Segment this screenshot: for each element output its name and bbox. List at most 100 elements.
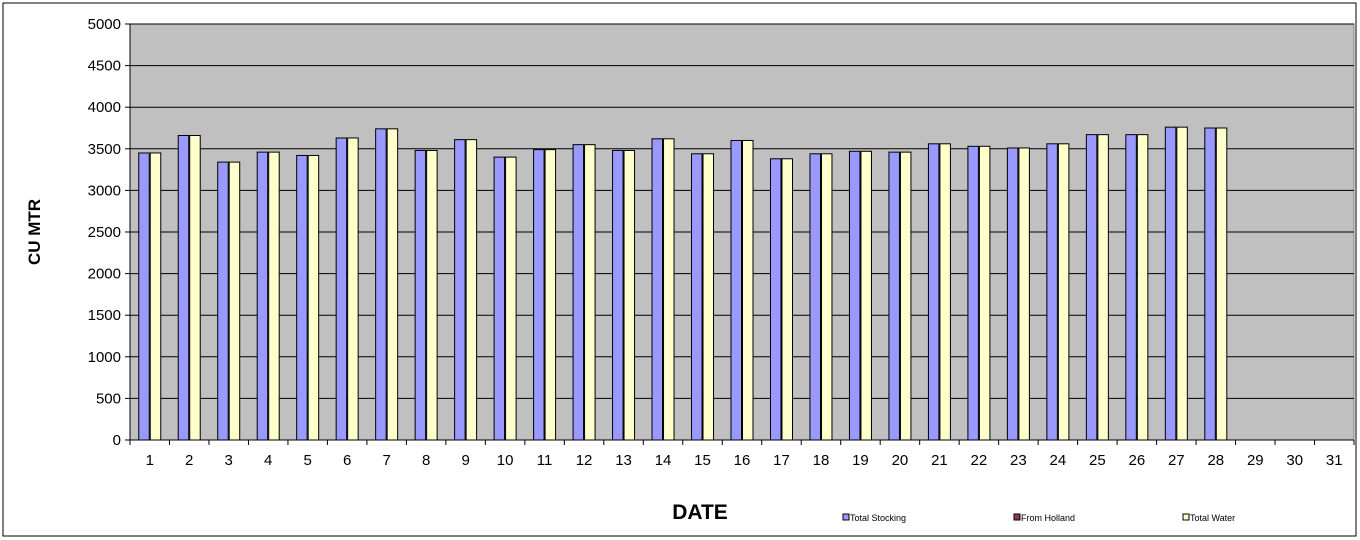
bar-total-stocking bbox=[651, 138, 664, 441]
x-tick-label: 16 bbox=[734, 452, 751, 469]
x-tick-label: 7 bbox=[382, 452, 390, 469]
y-tick-label: 5000 bbox=[88, 16, 121, 33]
x-tick-label: 5 bbox=[304, 452, 312, 469]
bar-total-water bbox=[465, 139, 478, 441]
bar-total-water bbox=[663, 138, 675, 441]
bar-total-water bbox=[386, 128, 399, 441]
bar-total-stocking bbox=[572, 144, 585, 441]
legend-swatch bbox=[1013, 513, 1021, 521]
y-tick-labels: 0 500 1000 1500 2000 2500 3000 3500 4000 4500 5000 bbox=[88, 16, 121, 449]
bar-total-stocking bbox=[1164, 126, 1177, 441]
legend-swatch bbox=[842, 513, 850, 521]
bar-total-stocking bbox=[769, 158, 782, 441]
x-tick-label: 8 bbox=[422, 452, 430, 469]
x-tick-label: 29 bbox=[1247, 452, 1264, 469]
x-tick-label: 1 bbox=[146, 452, 154, 469]
x-tick-label: 11 bbox=[537, 452, 553, 469]
bar-total-stocking bbox=[217, 161, 229, 441]
bar-total-stocking bbox=[1204, 127, 1216, 441]
x-tick-label: 13 bbox=[615, 452, 632, 469]
bar-total-stocking bbox=[375, 128, 387, 441]
bar-total-water bbox=[1215, 127, 1228, 441]
bar-total-stocking bbox=[848, 150, 861, 441]
x-tick-labels: 1 2 3 4 5 6 7 8 9 10 11 12 13 14 15 16 17 18 19 20 21 22 23 24 2… bbox=[146, 452, 1343, 469]
bar-total-water bbox=[426, 149, 438, 441]
bar-total-water bbox=[1097, 134, 1109, 441]
x-tick-label: 30 bbox=[1286, 452, 1303, 469]
bar-total-stocking bbox=[809, 153, 821, 441]
bar-total-stocking bbox=[335, 137, 348, 441]
x-tick-label: 10 bbox=[497, 452, 514, 469]
legend-item: Total Water bbox=[1182, 513, 1235, 523]
x-tick-label: 19 bbox=[852, 452, 869, 469]
bar-total-stocking bbox=[888, 151, 900, 441]
x-tick-label: 18 bbox=[813, 452, 830, 469]
bar-total-water bbox=[781, 158, 793, 441]
bar-total-stocking bbox=[967, 145, 979, 441]
x-tick-label: 25 bbox=[1089, 452, 1106, 469]
x-tick-label: 17 bbox=[773, 452, 790, 469]
bar-total-stocking bbox=[1006, 147, 1019, 441]
y-axis-title: CU MTR bbox=[25, 199, 44, 265]
x-tick-label: 31 bbox=[1326, 452, 1343, 469]
bar-total-stocking bbox=[493, 156, 506, 441]
bar-total-water bbox=[268, 151, 280, 441]
x-tick-label: 26 bbox=[1128, 452, 1145, 469]
x-tick-label: 12 bbox=[576, 452, 593, 469]
bar-total-water bbox=[702, 153, 715, 441]
legend-item: From Holland bbox=[1013, 513, 1075, 523]
x-tick-label: 22 bbox=[971, 452, 988, 469]
legend-swatch bbox=[1182, 513, 1190, 521]
bar-total-stocking bbox=[296, 154, 308, 441]
x-tick-label: 6 bbox=[343, 452, 351, 469]
x-tick-label: 3 bbox=[225, 452, 233, 469]
y-tick-label: 0 bbox=[113, 432, 121, 449]
bar-total-stocking bbox=[256, 151, 269, 441]
x-tick-label: 28 bbox=[1207, 452, 1224, 469]
x-axis-title: DATE bbox=[672, 501, 728, 524]
bar-total-water bbox=[1018, 147, 1030, 441]
legend-label: From Holland bbox=[1021, 513, 1075, 523]
bar-total-water bbox=[584, 144, 596, 441]
legend-label: Total Water bbox=[1190, 513, 1235, 523]
x-tick-label: 9 bbox=[461, 452, 469, 469]
bar-total-stocking bbox=[1085, 134, 1098, 441]
bar-total-water bbox=[228, 161, 241, 441]
axes bbox=[125, 23, 1355, 445]
legend-label: Total Stocking bbox=[850, 513, 906, 523]
x-tick-label: 4 bbox=[264, 452, 272, 469]
bar-total-water bbox=[307, 154, 320, 441]
bar-total-water bbox=[939, 143, 951, 441]
bar-total-water bbox=[347, 137, 359, 441]
y-tick-label: 4500 bbox=[88, 58, 121, 75]
y-tick-label: 4000 bbox=[88, 99, 121, 116]
bar-total-water bbox=[189, 134, 201, 441]
y-tick-label: 3000 bbox=[88, 182, 121, 199]
bar-total-stocking bbox=[612, 149, 624, 441]
y-tick-label: 2500 bbox=[88, 224, 121, 241]
legend-item: Total Stocking bbox=[842, 513, 906, 523]
x-tick-label: 27 bbox=[1168, 452, 1185, 469]
y-tick-label: 2000 bbox=[88, 266, 121, 283]
x-tick-label: 15 bbox=[694, 452, 711, 469]
bar-total-water bbox=[544, 149, 557, 441]
bar-total-water bbox=[1057, 143, 1070, 441]
x-tick-label: 20 bbox=[892, 452, 909, 469]
bar-total-water bbox=[505, 156, 517, 441]
bar-total-water bbox=[742, 139, 754, 441]
x-tick-label: 23 bbox=[1010, 452, 1027, 469]
bar-total-water bbox=[978, 145, 991, 441]
y-tick-label: 3500 bbox=[88, 141, 121, 158]
bar-total-stocking bbox=[730, 139, 742, 441]
bar-total-stocking bbox=[927, 143, 940, 441]
bar-total-water bbox=[899, 151, 912, 441]
bar-total-water bbox=[860, 150, 872, 441]
bar-total-stocking bbox=[454, 139, 466, 441]
bar-total-water bbox=[1136, 134, 1149, 441]
bar-total-stocking bbox=[1125, 134, 1137, 441]
bar-total-stocking bbox=[691, 153, 703, 441]
y-tick-label: 1000 bbox=[88, 349, 121, 366]
x-tick-label: 21 bbox=[931, 452, 948, 469]
